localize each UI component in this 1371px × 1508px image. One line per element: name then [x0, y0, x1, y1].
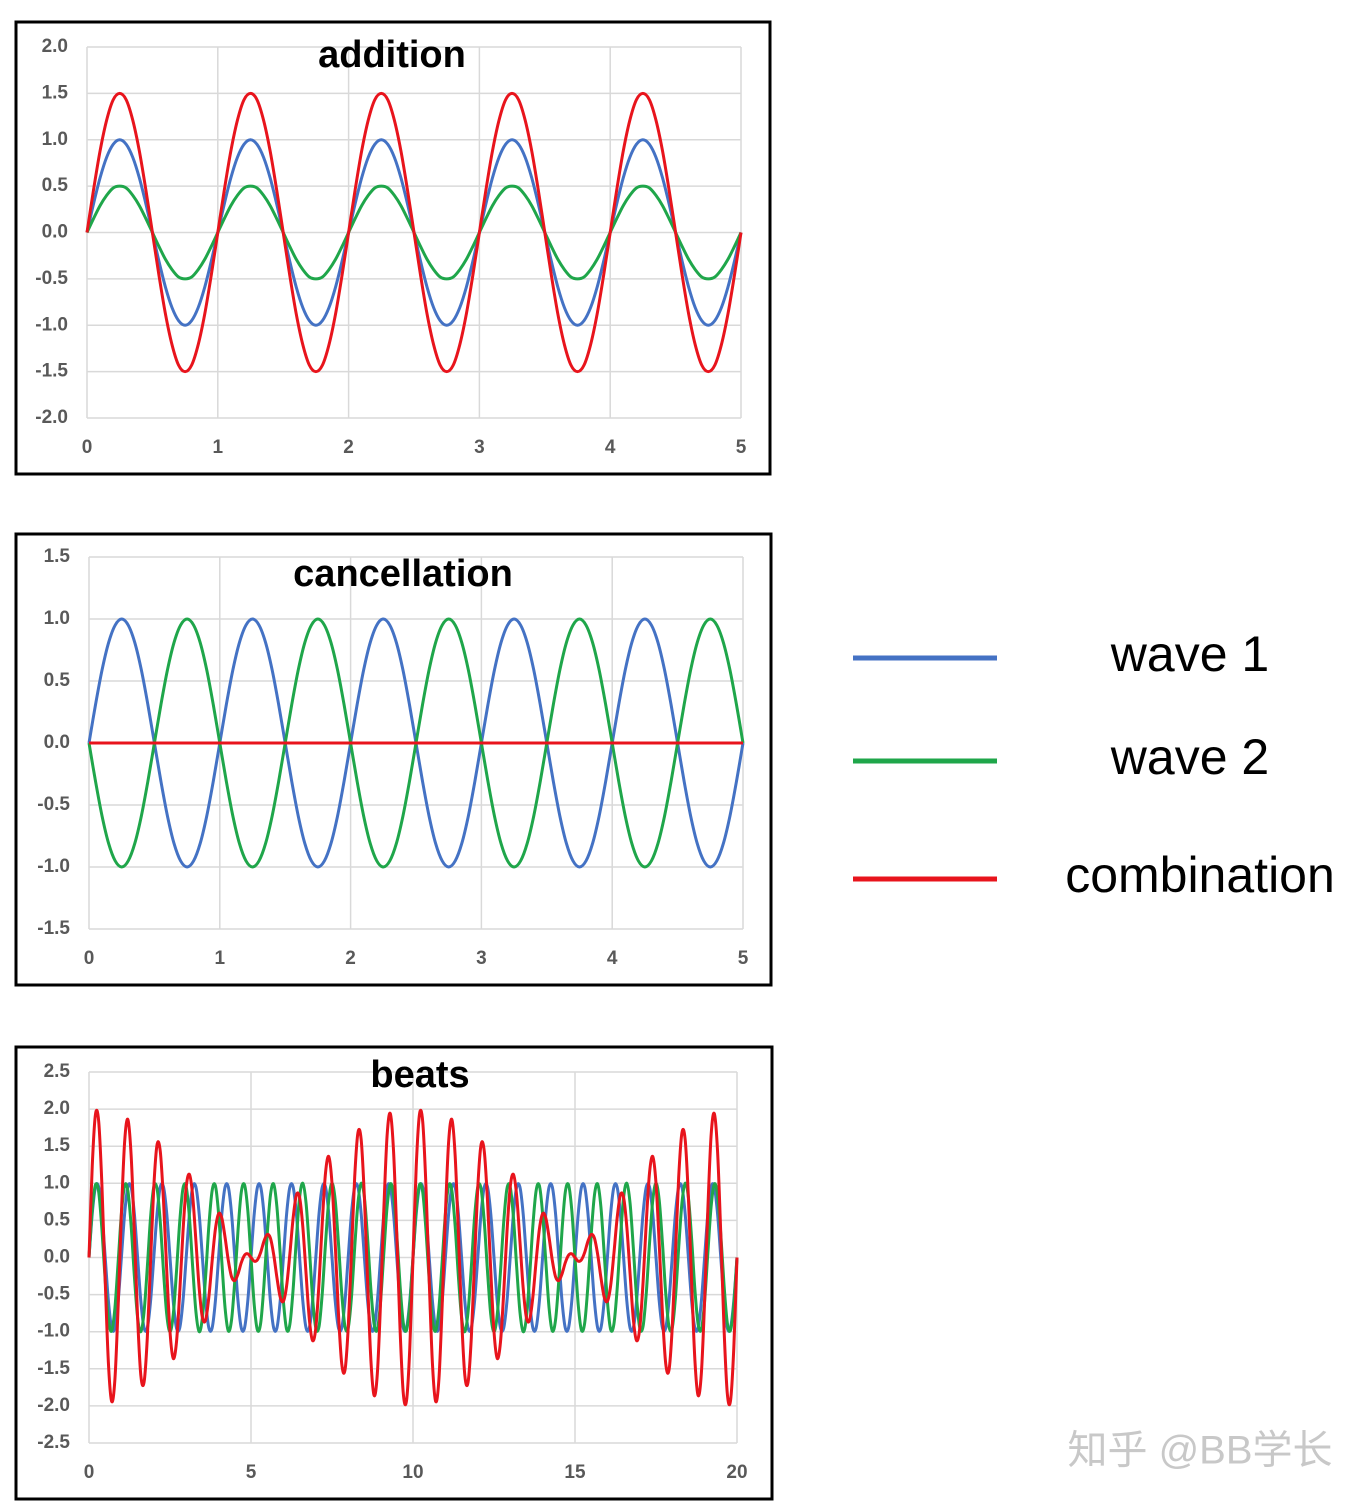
x-tick-label: 1 [213, 437, 224, 458]
x-tick-label: 1 [215, 948, 226, 969]
chart-title: beats [370, 1054, 469, 1096]
y-tick-label: 2.0 [42, 36, 68, 57]
y-tick-label: -2.0 [35, 407, 68, 428]
y-tick-label: 0.0 [44, 1247, 70, 1268]
x-tick-label: 3 [474, 437, 485, 458]
x-tick-label: 5 [246, 1462, 257, 1483]
y-tick-label: -1.0 [37, 856, 70, 877]
y-tick-label: 2.5 [44, 1061, 71, 1082]
y-tick-label: -2.0 [37, 1395, 70, 1416]
x-tick-label: 5 [738, 948, 749, 969]
y-tick-label: 0.0 [44, 732, 70, 753]
x-tick-label: 4 [605, 437, 616, 458]
chart-frame [14, 1045, 774, 1501]
y-tick-label: 0.5 [44, 1209, 71, 1230]
chart-frame [14, 532, 773, 987]
y-tick-label: -1.0 [37, 1321, 70, 1342]
x-tick-label: 0 [84, 1462, 95, 1483]
x-tick-label: 0 [82, 437, 93, 458]
y-tick-label: 0.5 [42, 175, 69, 196]
x-tick-label: 5 [736, 437, 747, 458]
x-tick-label: 2 [343, 437, 354, 458]
chart-title: addition [318, 34, 466, 76]
y-tick-label: 1.5 [42, 82, 69, 103]
y-tick-label: 2.0 [44, 1098, 70, 1119]
chart-title: cancellation [293, 553, 513, 595]
y-tick-label: -1.5 [37, 1358, 70, 1379]
x-tick-label: 15 [564, 1462, 586, 1483]
legend-label: wave 1 [1110, 626, 1269, 682]
y-tick-label: -0.5 [37, 794, 70, 815]
y-tick-label: -1.0 [35, 314, 68, 335]
legend-label: combination [1065, 847, 1335, 903]
x-tick-label: 3 [476, 948, 487, 969]
y-tick-label: -1.5 [35, 361, 68, 382]
x-tick-label: 10 [402, 1462, 423, 1483]
line-series [87, 1108, 739, 1407]
y-tick-label: 1.0 [44, 1172, 70, 1193]
x-tick-label: 20 [726, 1462, 747, 1483]
x-tick-label: 2 [345, 948, 356, 969]
legend-label: wave 2 [1110, 729, 1269, 785]
x-tick-label: 0 [84, 948, 95, 969]
y-tick-label: 1.5 [44, 546, 71, 567]
y-tick-label: 1.0 [44, 608, 70, 629]
line-series [85, 91, 743, 374]
y-tick-label: -2.5 [37, 1432, 70, 1453]
y-tick-label: -1.5 [37, 918, 70, 939]
watermark: 知乎 @BB学长 [1067, 1429, 1332, 1473]
y-tick-label: 0.0 [42, 222, 68, 243]
y-tick-label: 1.5 [44, 1135, 71, 1156]
x-tick-label: 4 [607, 948, 618, 969]
chart-frame [14, 20, 772, 476]
y-tick-label: 1.0 [42, 129, 68, 150]
y-tick-label: -0.5 [35, 268, 68, 289]
y-tick-label: 0.5 [44, 670, 71, 691]
y-tick-label: -0.5 [37, 1284, 70, 1305]
